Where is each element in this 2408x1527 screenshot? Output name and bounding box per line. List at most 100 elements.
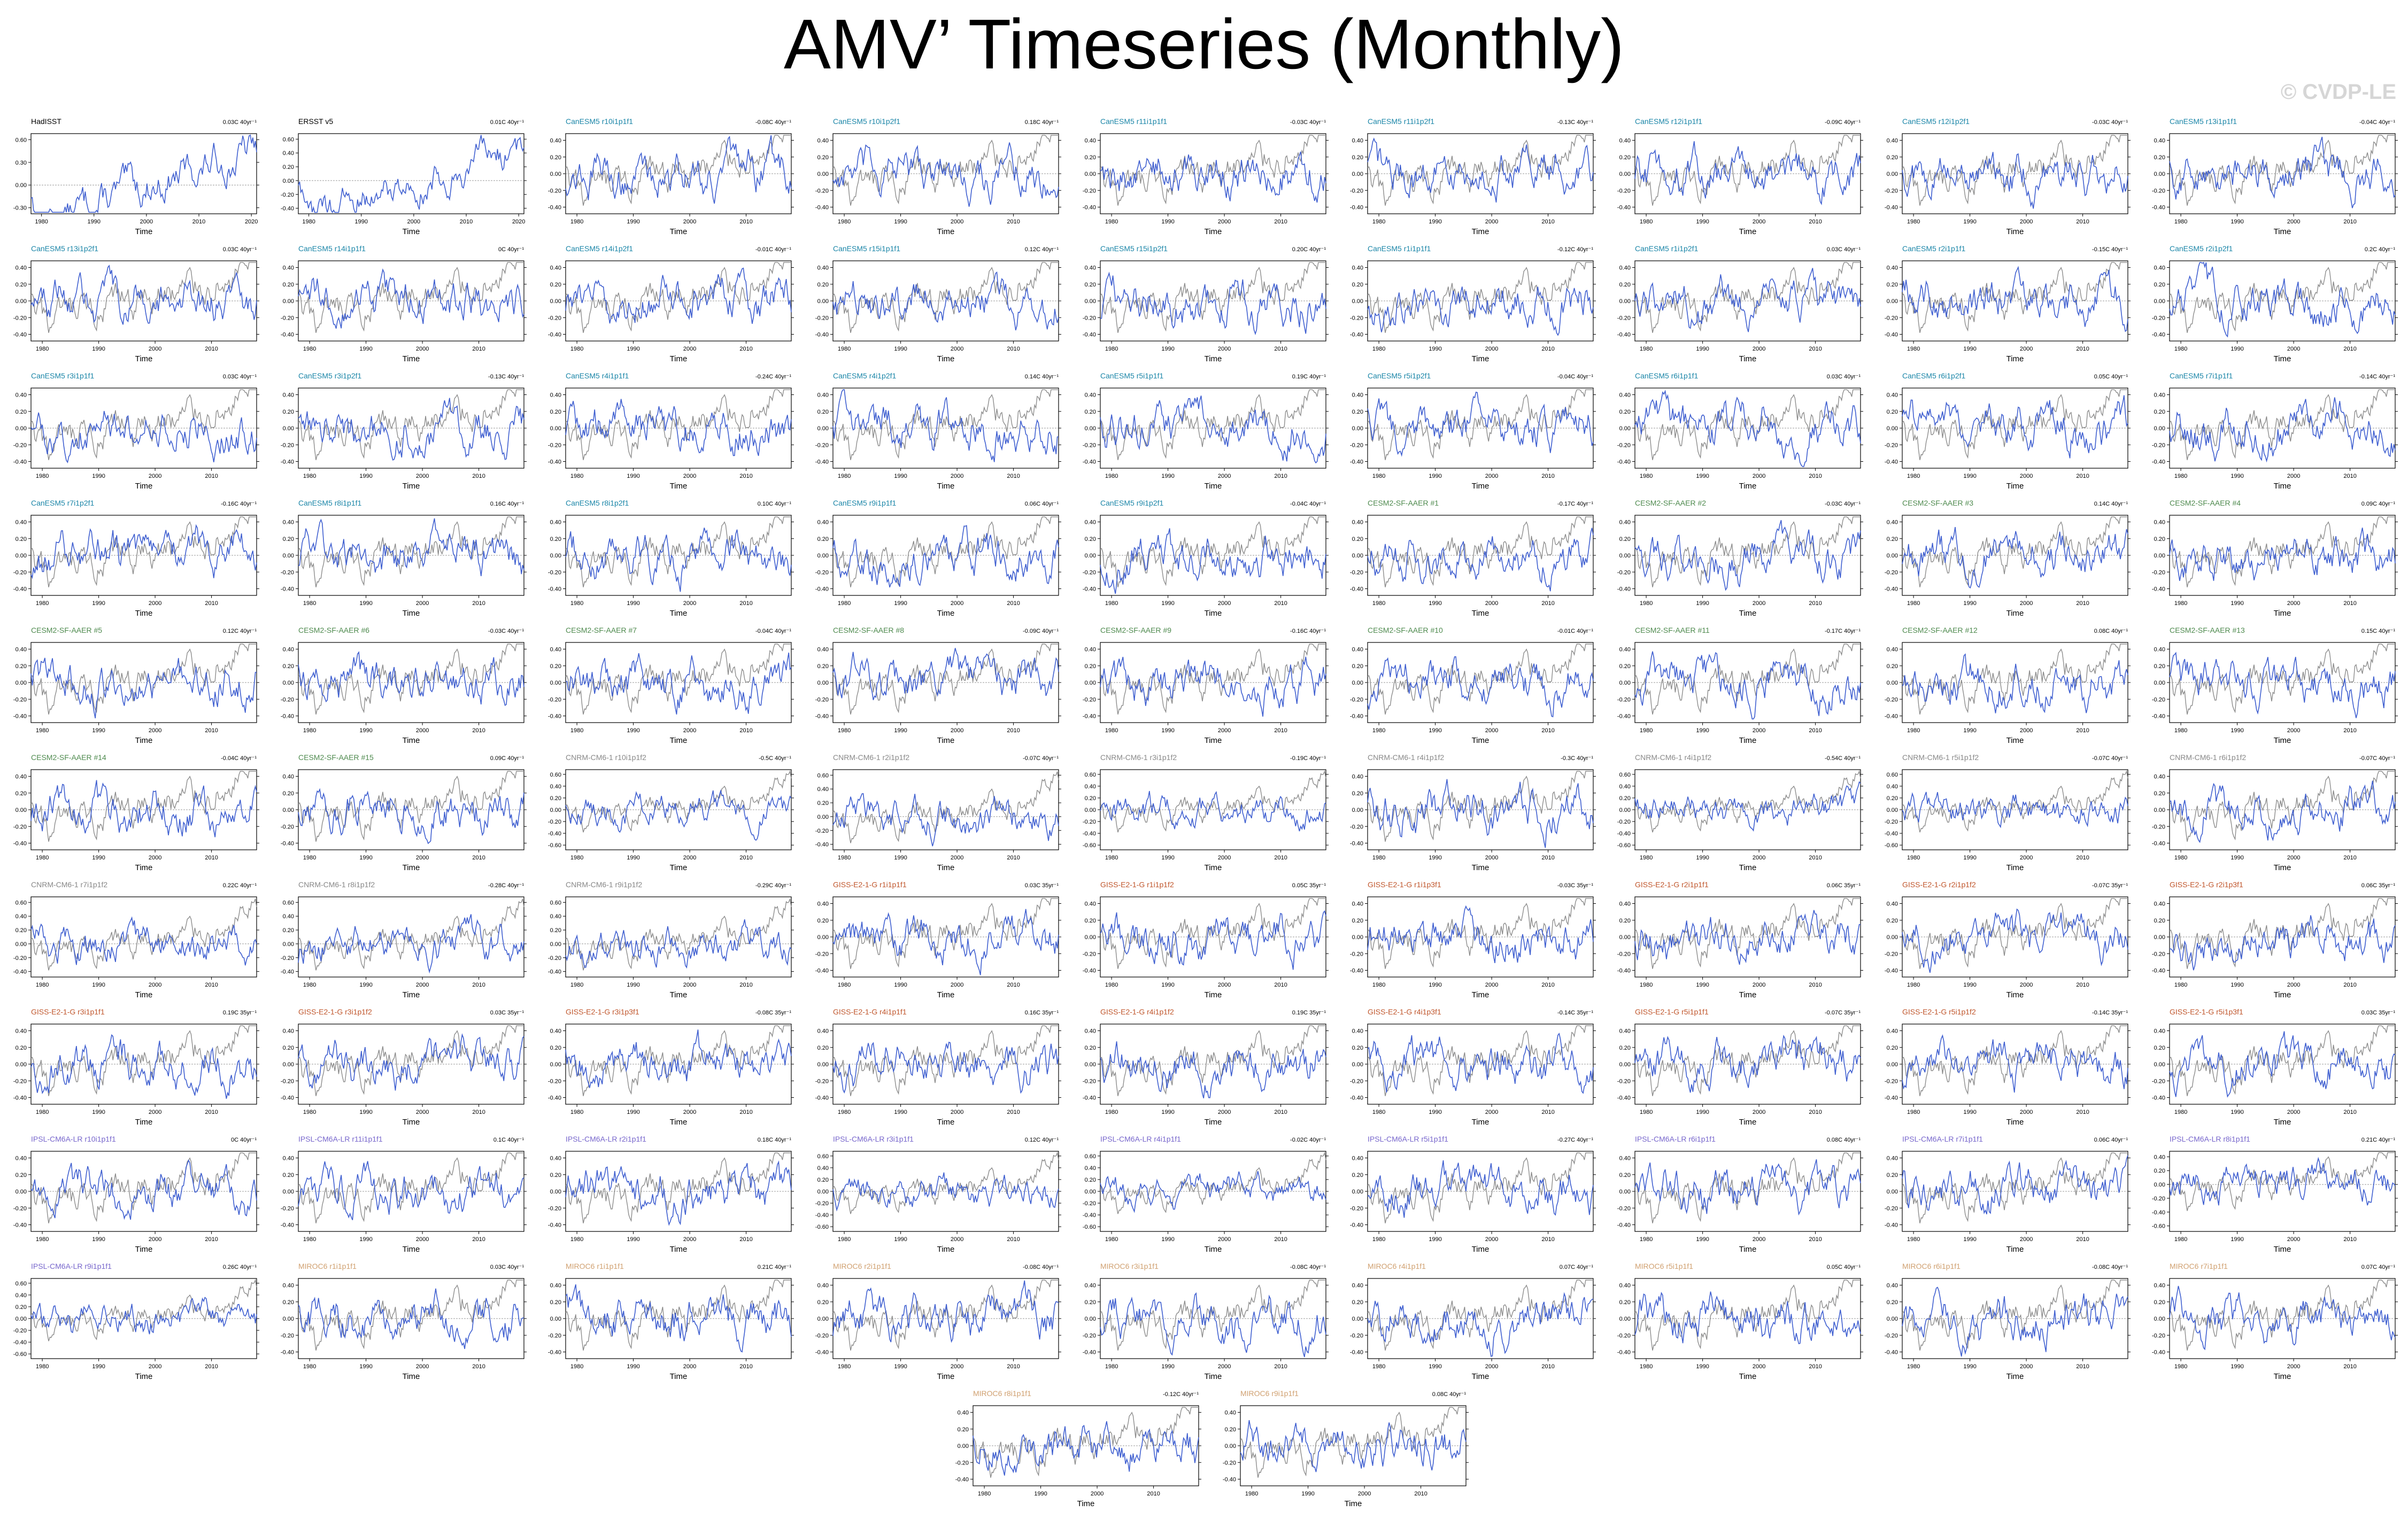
trend-value: 0.06C 35yr⁻¹: [1827, 882, 1861, 889]
x-tick-label: 2000: [951, 727, 963, 734]
y-tick-label: 0.00: [2154, 1316, 2165, 1322]
trend-value: 0C 40yr⁻¹: [231, 1137, 257, 1143]
x-tick-label: 2010: [2076, 1109, 2089, 1115]
reference-series-line: [1367, 771, 1593, 842]
y-tick-label: -0.40: [281, 841, 294, 847]
y-tick-label: -0.20: [1617, 1078, 1631, 1084]
y-tick-label: 0.20: [2154, 790, 2165, 797]
y-tick-label: -0.40: [1350, 1095, 1363, 1102]
y-tick-label: -0.40: [1617, 205, 1631, 211]
y-tick-label: 0.60: [1887, 772, 1898, 778]
timeseries-panel: GISS-E2-1-G r1i1p1f1 0.03C 35yr⁻¹ 0.40 0.20…: [815, 880, 1061, 999]
x-tick-label: 2000: [2287, 346, 2300, 352]
y-tick-label: 0.20: [1085, 1045, 1096, 1051]
panel-label: CanESM5 r10i1p2f1: [833, 117, 900, 126]
x-tick-label: 1980: [1105, 982, 1118, 988]
x-tick-label: 2000: [2287, 982, 2300, 988]
x-tick-label: 2010: [1541, 1236, 1554, 1243]
reference-series-line: [2169, 135, 2395, 206]
y-tick-label: -0.40: [281, 1222, 294, 1229]
x-tick-label: 1990: [1429, 1363, 1441, 1370]
reference-series-line: [832, 1025, 1059, 1096]
x-axis-label: Time: [403, 1372, 420, 1381]
x-tick-label: 1990: [627, 1236, 639, 1243]
reference-series-line: [973, 1407, 1199, 1478]
x-tick-label: 2010: [1809, 346, 1822, 352]
y-tick-label: -0.40: [1885, 205, 1898, 211]
panel-label: MIROC6 r1i1p1f1: [298, 1262, 357, 1270]
y-tick-label: 0.20: [550, 927, 561, 934]
x-tick-label: 2000: [1485, 982, 1498, 988]
reference-series-line: [832, 898, 1059, 969]
x-tick-label: 2000: [416, 1236, 429, 1243]
y-tick-label: 0.40: [1085, 901, 1096, 908]
y-tick-label: 0.20: [16, 536, 27, 542]
timeseries-panel: CanESM5 r15i1p2f1 0.20C 40yr⁻¹ 0.40 0.20 0.0…: [1083, 244, 1329, 363]
x-tick-label: 1980: [303, 346, 316, 352]
x-tick-label: 2010: [1809, 982, 1822, 988]
timeseries-panel: CESM2-SF-AAER #11 -0.17C 40yr⁻¹ 0.40 0.20 0.…: [1617, 626, 1863, 745]
x-tick-label: 2010: [205, 982, 218, 988]
y-tick-label: 0.40: [1085, 1028, 1096, 1035]
reference-series-line: [2169, 771, 2395, 842]
member-series-line: [30, 410, 257, 463]
reference-series-line: [565, 644, 791, 715]
x-tick-label: 2010: [1541, 855, 1554, 861]
member-series-line: [832, 648, 1059, 701]
member-series-line: [1100, 272, 1326, 336]
y-tick-label: -0.40: [13, 1339, 27, 1346]
trend-value: -0.54C 40yr⁻¹: [1825, 755, 1861, 762]
y-tick-label: -0.40: [13, 1222, 27, 1229]
y-tick-label: 0.40: [1887, 520, 1898, 526]
x-tick-label: 1980: [303, 1363, 316, 1370]
reference-series-line: [2169, 516, 2395, 587]
reference-series-line: [1634, 770, 1861, 833]
y-tick-label: 0.00: [1352, 171, 1363, 177]
timeseries-panel: GISS-E2-1-G r4i1p3f1 -0.14C 35yr⁻¹ 0.40 0.2…: [1350, 1007, 1596, 1127]
y-tick-label: 0.40: [1085, 520, 1096, 526]
trend-value: -0.16C 40yr⁻¹: [221, 501, 257, 507]
y-tick-label: 0.00: [1352, 298, 1363, 305]
x-tick-label: 1980: [1907, 727, 1920, 734]
x-tick-label: 1980: [303, 1236, 316, 1243]
x-tick-label: 2000: [2020, 727, 2033, 734]
y-tick-label: -0.40: [1350, 1222, 1363, 1229]
y-tick-label: -0.40: [1885, 459, 1898, 466]
timeseries-panel: HadISST 0.03C 40yr⁻¹ 0.60 0.30 0.00 -0.30 1980…: [13, 117, 259, 236]
y-tick-label: -0.20: [815, 828, 829, 834]
y-tick-label: -0.20: [13, 1078, 27, 1084]
y-tick-label: 0.40: [1887, 265, 1898, 272]
x-tick-label: 1980: [2174, 219, 2187, 225]
member-series-line: [30, 1159, 257, 1220]
y-tick-label: 0.40: [1887, 647, 1898, 653]
y-tick-label: 0.40: [1085, 1283, 1096, 1289]
y-tick-label: 0.20: [283, 536, 294, 542]
y-tick-label: 0.00: [1887, 425, 1898, 432]
y-tick-label: 0.00: [16, 680, 27, 686]
trend-value: -0.28C 40yr⁻¹: [488, 882, 524, 889]
y-tick-label: -0.60: [548, 842, 561, 849]
y-tick-label: -0.20: [2152, 1332, 2165, 1339]
y-tick-label: 0.20: [817, 154, 829, 161]
timeseries-panel: CanESM5 r6i1p1f1 0.03C 40yr⁻¹ 0.40 0.20 0.00…: [1617, 371, 1863, 491]
y-tick-label: -0.40: [1617, 714, 1631, 720]
member-series-line: [1100, 790, 1326, 832]
reference-series-line: [565, 1152, 791, 1223]
x-tick-label: 1980: [1372, 1109, 1385, 1115]
panel-label: CESM2-SF-AAER #10: [1368, 626, 1443, 634]
x-axis-label: Time: [1472, 609, 1489, 618]
trend-value: -0.01C 40yr⁻¹: [1557, 628, 1593, 634]
x-tick-label: 2000: [416, 473, 429, 479]
x-tick-label: 2020: [245, 219, 258, 225]
y-tick-label: -0.40: [548, 205, 561, 211]
timeseries-panel: CanESM5 r8i1p2f1 0.10C 40yr⁻¹ 0.40 0.20 0.00…: [548, 499, 794, 618]
member-series-line: [1100, 396, 1326, 464]
x-tick-label: 2000: [149, 346, 161, 352]
x-axis-label: Time: [1205, 990, 1222, 999]
y-tick-label: 0.00: [817, 425, 829, 432]
y-tick-label: -0.40: [1885, 831, 1898, 837]
x-tick-label: 1990: [1429, 219, 1441, 225]
y-tick-label: 0.60: [817, 1153, 829, 1160]
y-tick-label: 0.00: [1619, 425, 1631, 432]
panel-label: CNRM-CM6-1 r6i1p1f2: [2170, 753, 2246, 762]
